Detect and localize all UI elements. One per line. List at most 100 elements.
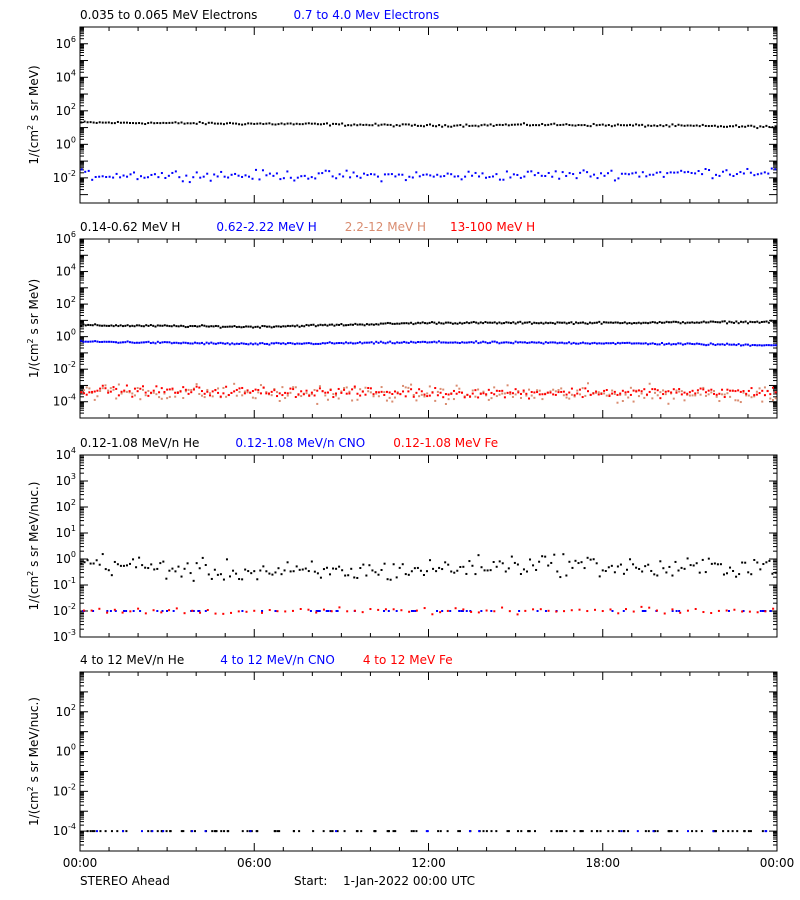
data-point — [219, 341, 222, 344]
data-point — [171, 387, 174, 390]
data-point — [616, 393, 619, 396]
data-point — [163, 390, 166, 393]
data-point — [177, 325, 180, 328]
data-point — [407, 322, 410, 325]
data-point — [113, 122, 116, 125]
legend-entry: 0.62-2.22 MeV H — [216, 220, 316, 234]
data-point — [335, 342, 338, 345]
data-point — [514, 340, 517, 343]
data-point — [728, 173, 731, 176]
data-point — [575, 342, 578, 345]
data-point — [347, 124, 350, 127]
data-point — [371, 569, 374, 572]
data-point — [265, 570, 268, 573]
data-point — [138, 122, 141, 125]
data-point — [449, 341, 452, 344]
data-point — [314, 325, 317, 328]
data-point — [674, 560, 677, 563]
data-point — [632, 610, 635, 613]
data-point — [233, 343, 236, 346]
legend-entry: 4 to 12 MeV Fe — [363, 653, 453, 667]
data-point — [345, 169, 348, 172]
data-point — [774, 344, 777, 347]
data-point — [593, 321, 596, 324]
data-point — [289, 176, 292, 179]
data-point — [277, 325, 280, 328]
data-point — [662, 125, 665, 128]
data-point — [440, 341, 443, 344]
series-1 — [96, 830, 768, 833]
data-point — [402, 390, 405, 393]
data-point — [145, 341, 148, 344]
data-point — [289, 387, 292, 390]
data-point — [565, 174, 568, 177]
data-point — [644, 610, 647, 612]
data-point — [532, 608, 535, 611]
data-point — [399, 393, 402, 396]
data-point — [266, 342, 269, 345]
data-point — [596, 177, 599, 180]
data-point — [404, 573, 407, 576]
data-point — [444, 402, 447, 405]
data-point — [87, 169, 90, 172]
data-point — [190, 391, 193, 394]
data-point — [498, 123, 501, 126]
data-point — [727, 610, 730, 612]
data-point — [326, 398, 329, 401]
data-point — [307, 177, 310, 180]
data-point — [369, 173, 372, 176]
data-point — [733, 343, 736, 346]
data-point — [128, 390, 131, 393]
data-point — [628, 321, 631, 324]
data-point — [465, 610, 468, 612]
data-point — [742, 321, 745, 324]
data-point — [726, 342, 729, 345]
data-point — [351, 323, 354, 326]
data-point — [674, 343, 677, 346]
data-point — [649, 321, 652, 324]
data-point — [493, 321, 496, 324]
series-1 — [80, 167, 777, 184]
data-point — [150, 391, 153, 394]
data-point — [563, 610, 566, 613]
data-point — [579, 171, 582, 174]
data-point — [611, 830, 614, 833]
data-point — [161, 341, 164, 344]
data-point — [170, 325, 173, 328]
data-point — [446, 609, 449, 612]
data-point — [753, 125, 756, 128]
data-point — [268, 343, 271, 346]
data-point — [251, 396, 254, 399]
data-point — [738, 573, 741, 576]
x-tick-label: 18:00 — [585, 856, 620, 870]
data-point — [210, 325, 213, 328]
y-tick-label: 102 — [56, 498, 76, 514]
data-point — [470, 610, 473, 613]
data-point — [389, 578, 392, 581]
data-point — [653, 124, 656, 127]
series-1 — [80, 339, 777, 347]
data-point — [592, 122, 595, 125]
data-point — [771, 386, 774, 389]
data-point — [689, 124, 692, 127]
data-point — [683, 124, 686, 127]
data-point — [242, 326, 245, 329]
data-point — [383, 123, 386, 126]
data-point — [342, 342, 345, 345]
data-point — [131, 341, 134, 344]
data-point — [533, 396, 536, 399]
data-point — [477, 611, 480, 614]
data-point — [605, 389, 608, 392]
data-point — [129, 610, 132, 613]
data-point — [367, 390, 370, 393]
data-point — [442, 322, 445, 325]
data-point — [733, 608, 736, 611]
data-point — [774, 125, 777, 128]
data-point — [92, 121, 95, 124]
data-point — [251, 390, 254, 393]
data-point — [88, 387, 91, 390]
data-point — [584, 387, 587, 390]
data-point — [446, 172, 449, 175]
data-point — [534, 830, 537, 833]
data-point — [670, 321, 673, 324]
